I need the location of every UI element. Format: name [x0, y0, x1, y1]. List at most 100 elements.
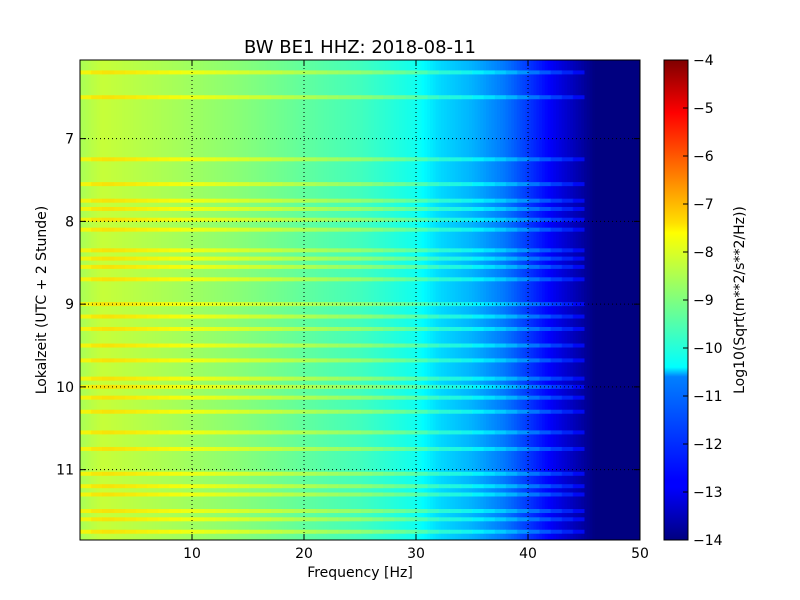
transient-band: [91, 70, 103, 75]
transient-band: [124, 256, 137, 261]
transient-band: [550, 509, 563, 514]
transient-band: [225, 227, 238, 232]
transient-band: [124, 277, 137, 282]
transient-band: [147, 343, 159, 348]
transient-band: [516, 471, 529, 476]
transient-band: [483, 277, 495, 282]
spectrum-column: [144, 60, 148, 540]
transient-band: [292, 248, 305, 253]
transient-band: [382, 484, 395, 489]
transient-band: [203, 484, 215, 489]
transient-band: [91, 256, 103, 261]
spectrum-column: [511, 60, 515, 540]
transient-band: [259, 182, 271, 187]
transient-band: [483, 326, 495, 331]
spectrum-column: [96, 60, 101, 540]
transient-band: [494, 517, 507, 522]
transient-band: [505, 302, 518, 307]
spectrum-column: [161, 60, 165, 540]
spectrum-column: [488, 60, 493, 540]
transient-band: [483, 509, 495, 514]
spectrum-column: [418, 60, 423, 540]
transient-band: [472, 70, 484, 75]
transient-band: [315, 326, 327, 331]
transient-band: [124, 484, 137, 489]
transient-band: [124, 206, 137, 211]
transient-band: [494, 376, 507, 381]
transient-band: [550, 206, 563, 211]
transient-band: [539, 217, 551, 222]
spectrum-column: [609, 60, 613, 540]
transient-band: [236, 264, 249, 269]
transient-band: [404, 395, 417, 400]
transient-band: [158, 471, 171, 476]
transient-band: [348, 70, 361, 75]
transient-band: [572, 430, 585, 435]
transient-band: [516, 343, 529, 348]
transient-band: [505, 529, 518, 534]
transient-band: [270, 358, 283, 363]
transient-band: [348, 277, 361, 282]
spectrum-column: [105, 60, 109, 540]
transient-band: [494, 227, 507, 232]
spectrum-column: [589, 60, 593, 540]
transient-band: [337, 384, 350, 389]
transient-band: [516, 157, 529, 162]
transient-band: [180, 446, 193, 451]
spectrum-column: [250, 60, 255, 540]
transient-band: [292, 517, 305, 522]
transient-band: [427, 384, 439, 389]
transient-band: [348, 182, 361, 187]
transient-band: [169, 277, 182, 282]
transient-band: [483, 358, 495, 363]
transient-band: [180, 217, 193, 222]
transient-bands: [80, 70, 585, 534]
transient-band: [180, 227, 193, 232]
transient-band: [158, 517, 171, 522]
spectrum-column: [242, 60, 246, 540]
transient-band: [494, 198, 507, 203]
transient-band: [147, 384, 159, 389]
transient-band: [102, 217, 115, 222]
transient-band: [505, 277, 518, 282]
transient-band: [147, 198, 159, 203]
spectrum-column: [234, 60, 238, 540]
transient-band: [382, 430, 395, 435]
transient-band: [147, 395, 159, 400]
transient-band: [304, 326, 316, 331]
transient-band: [505, 384, 518, 389]
transient-band: [360, 314, 372, 319]
transient-band: [192, 517, 204, 522]
transient-band: [561, 484, 574, 489]
transient-band: [572, 206, 585, 211]
transient-band: [214, 509, 227, 514]
transient-band: [281, 517, 294, 522]
transient-band: [214, 182, 227, 187]
transient-band: [136, 182, 148, 187]
spectrum-column: [421, 60, 425, 540]
transient-band: [561, 264, 574, 269]
transient-band: [158, 395, 171, 400]
spectrum-column: [438, 60, 442, 540]
transient-band: [416, 95, 428, 100]
transient-band: [404, 227, 417, 232]
transient-band: [80, 517, 92, 522]
transient-band: [136, 471, 148, 476]
transient-band: [248, 430, 260, 435]
transient-band: [472, 217, 484, 222]
transient-band: [572, 264, 585, 269]
spectrum-column: [343, 60, 347, 540]
colorbar-tick-label: −7: [693, 197, 714, 213]
transient-band: [124, 358, 137, 363]
transient-band: [236, 430, 249, 435]
transient-band: [572, 529, 585, 534]
transient-band: [460, 343, 473, 348]
transient-band: [360, 277, 372, 282]
transient-band: [326, 446, 339, 451]
transient-band: [337, 248, 350, 253]
transient-band: [270, 277, 283, 282]
transient-band: [528, 206, 540, 211]
transient-band: [214, 256, 227, 261]
transient-band: [281, 256, 294, 261]
transient-band: [113, 384, 126, 389]
